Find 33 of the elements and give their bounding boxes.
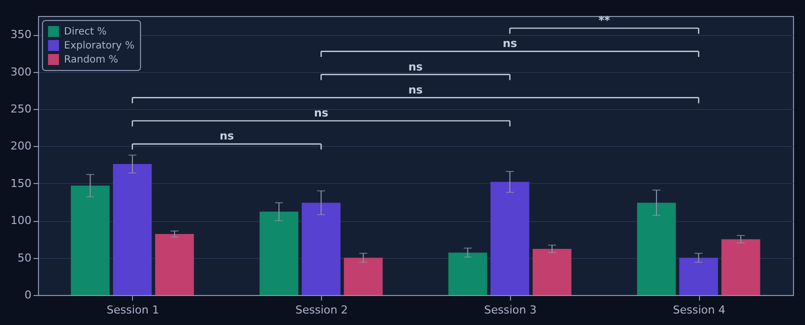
y-tick-label: 200 xyxy=(10,140,32,153)
y-tick-label: 50 xyxy=(18,251,32,264)
bar xyxy=(490,182,530,295)
bar xyxy=(112,164,152,295)
y-tick-label: 250 xyxy=(10,102,32,116)
x-tick-label: Session 3 xyxy=(484,304,537,316)
bar xyxy=(70,186,110,295)
bar xyxy=(302,202,341,295)
y-tick-label: 300 xyxy=(10,65,32,78)
bar xyxy=(448,252,488,295)
legend-label: Random % xyxy=(64,54,118,66)
y-tick-label: 150 xyxy=(10,176,32,190)
annotation: ns xyxy=(314,106,329,120)
bar xyxy=(721,239,760,295)
y-tick-label: 350 xyxy=(10,28,32,42)
legend-label: Exploratory % xyxy=(64,40,134,52)
annotation: ns xyxy=(220,130,234,143)
bar xyxy=(155,234,194,295)
x-tick-label: Session 4 xyxy=(672,304,726,316)
annotation: ns xyxy=(408,83,424,96)
bar xyxy=(344,258,383,295)
y-tick-label: 100 xyxy=(10,214,32,228)
annotation: ns xyxy=(502,37,518,50)
x-tick-label: Session 1 xyxy=(106,304,160,316)
bar xyxy=(260,212,298,295)
annotation: ** xyxy=(598,14,610,27)
bar xyxy=(679,258,718,295)
x-tick-label: Session 2 xyxy=(295,304,348,316)
legend-label: Direct % xyxy=(64,26,107,38)
y-tick-label: 0 xyxy=(24,288,32,302)
annotation: ns xyxy=(408,60,424,74)
bar xyxy=(532,248,572,295)
bar xyxy=(637,202,676,295)
